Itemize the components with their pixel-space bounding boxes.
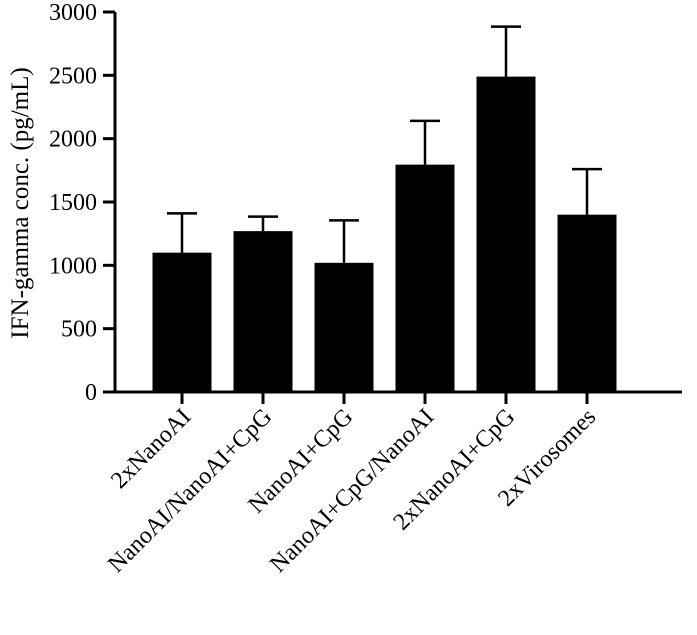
- y-tick-label-4: 2000: [49, 127, 97, 153]
- bar-0: [152, 252, 212, 392]
- x-category-label-3: NanoAI+CpG/NanoAI: [265, 404, 439, 578]
- y-tick-label-2: 1000: [49, 253, 97, 279]
- plot-area: 0500100015002000250030002xNanoAINanoAI/N…: [49, 0, 682, 578]
- y-tick-label-6: 3000: [49, 0, 97, 26]
- bar-4: [476, 76, 536, 392]
- bar-2: [314, 262, 374, 392]
- y-tick-label-3: 1500: [49, 190, 97, 216]
- y-axis-title: IFN-gamma conc. (pg/mL): [7, 67, 34, 338]
- y-tick-label-0: 0: [85, 380, 97, 406]
- y-tick-label-5: 2500: [49, 63, 97, 89]
- bar-1: [233, 231, 293, 392]
- y-tick-label-1: 500: [61, 317, 97, 343]
- x-category-label-1: NanoAI/NanoAI+CpG: [103, 404, 277, 578]
- bar-5: [557, 214, 617, 392]
- bar-3: [395, 164, 455, 392]
